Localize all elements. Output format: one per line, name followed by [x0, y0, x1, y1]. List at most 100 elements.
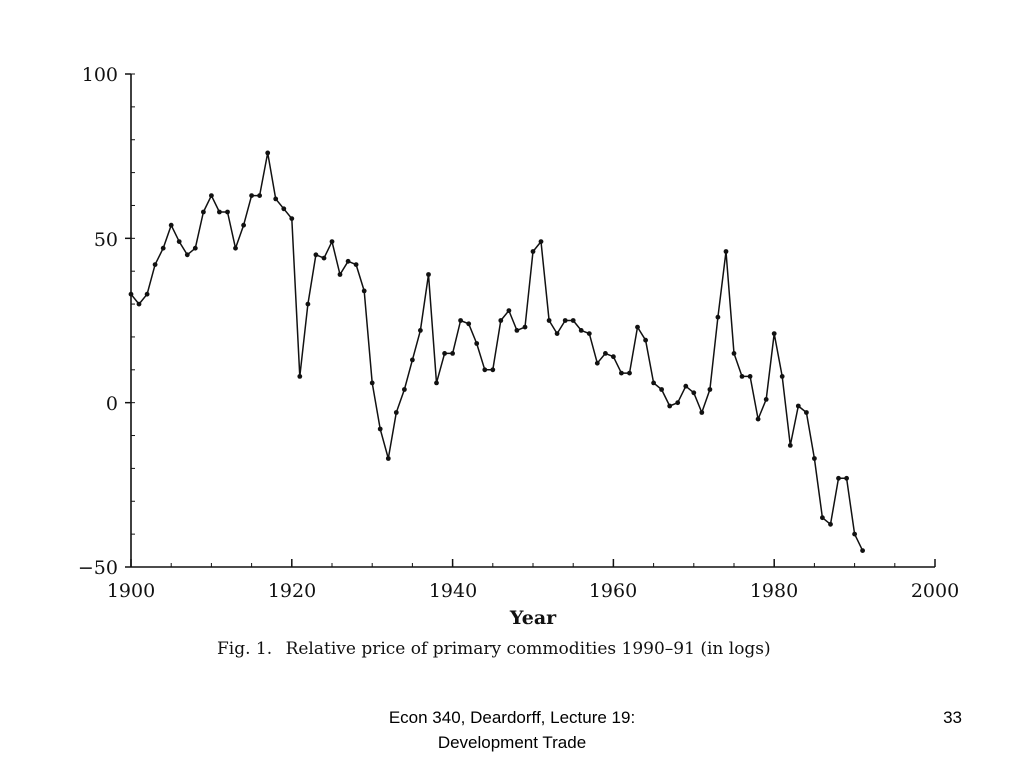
data-point-1948: [514, 328, 520, 333]
data-point-1968: [675, 400, 681, 406]
data-point-1959: [603, 351, 608, 356]
data-point-1967: [667, 403, 673, 409]
data-point-1987: [828, 521, 833, 527]
data-point-1945: [490, 367, 496, 373]
data-point-1965: [651, 380, 656, 386]
page-number: 33: [943, 708, 962, 727]
series-line: [130, 152, 864, 551]
data-point-1900: [128, 291, 134, 297]
data-point-1942: [466, 321, 472, 327]
data-point-1943: [474, 341, 480, 346]
data-point-1949: [522, 324, 528, 330]
footer-line-1: Econ 340, Deardorff, Lecture 19:: [388, 708, 636, 727]
data-point-1974: [723, 249, 729, 254]
data-point-1986: [820, 515, 825, 521]
major-ticks: [125, 73, 936, 568]
data-point-1907: [184, 252, 190, 258]
data-point-1984: [804, 410, 809, 415]
line-chart: 100 50 0 −50 1900 1920 1940 1960 1980 20…: [78, 64, 959, 659]
x-tick-label-1960: 1960: [589, 580, 637, 602]
data-point-1916: [257, 193, 262, 199]
data-point-1905: [168, 222, 174, 228]
data-point-1956: [578, 328, 584, 333]
data-point-1934: [402, 387, 407, 392]
figure-caption-text: Relative price of primary commodities 19…: [286, 639, 771, 659]
data-point-1932: [385, 456, 391, 461]
x-tick-label-1900: 1900: [107, 580, 155, 602]
data-point-1914: [241, 222, 247, 228]
data-point-1980: [771, 331, 777, 336]
x-axis-title: Year: [509, 607, 557, 629]
data-point-1924: [321, 255, 327, 261]
data-point-1951: [538, 239, 544, 245]
data-point-1983: [795, 403, 801, 409]
data-point-1964: [643, 337, 648, 343]
data-point-1910: [209, 193, 214, 199]
data-point-1981: [779, 374, 785, 379]
data-point-1977: [747, 374, 753, 379]
y-tick-label-100: 100: [82, 64, 118, 86]
data-point-1954: [562, 318, 568, 323]
y-tick-label-neg50: −50: [78, 557, 118, 579]
data-point-1971: [699, 410, 705, 415]
data-point-1952: [546, 318, 552, 323]
data-point-1963: [635, 324, 640, 330]
data-point-1917: [265, 150, 271, 156]
x-tick-label-2000: 2000: [911, 580, 959, 602]
data-point-1991: [860, 548, 865, 553]
x-tick-label-1980: 1980: [750, 580, 798, 602]
data-point-1926: [337, 272, 343, 277]
data-point-1923: [313, 252, 319, 258]
data-point-1929: [361, 288, 367, 294]
data-point-1904: [160, 245, 166, 251]
figure-caption: Fig. 1. Relative price of primary commod…: [217, 639, 771, 659]
data-point-1961: [619, 370, 624, 376]
data-point-1935: [410, 357, 415, 363]
slide-footer: Econ 340, Deardorff, Lecture 19: Develop…: [262, 705, 762, 755]
data-point-1972: [707, 387, 713, 392]
data-point-1989: [844, 475, 849, 481]
data-point-1978: [755, 416, 761, 422]
minor-ticks: [130, 73, 936, 568]
data-point-1953: [554, 331, 560, 336]
data-point-1915: [249, 193, 255, 199]
figure-caption-label: Fig. 1.: [217, 639, 272, 659]
data-point-1930: [369, 380, 375, 386]
data-point-1906: [176, 239, 182, 245]
data-point-1937: [426, 272, 431, 277]
x-tick-label-1940: 1940: [429, 580, 477, 602]
data-point-1958: [594, 360, 600, 366]
data-point-1940: [450, 351, 455, 356]
data-point-1990: [852, 531, 857, 537]
data-point-1962: [627, 370, 632, 376]
data-point-1936: [418, 328, 423, 333]
data-point-1912: [225, 209, 230, 215]
data-point-1985: [812, 456, 817, 461]
data-point-1979: [763, 397, 769, 402]
data-point-1960: [611, 354, 616, 360]
data-point-1911: [217, 209, 222, 215]
data-point-1908: [192, 245, 198, 251]
data-point-1938: [434, 380, 439, 386]
data-point-1966: [659, 387, 664, 392]
data-point-1947: [506, 308, 512, 313]
data-point-1901: [136, 301, 142, 307]
data-point-1944: [482, 367, 488, 373]
data-point-1903: [152, 262, 158, 267]
data-point-1976: [739, 374, 745, 379]
data-point-1969: [683, 383, 689, 389]
data-point-1939: [442, 351, 447, 356]
data-point-1946: [498, 318, 504, 323]
y-tick-label-0: 0: [106, 393, 118, 415]
y-tick-label-50: 50: [94, 229, 118, 251]
data-point-1970: [691, 390, 697, 396]
data-point-1902: [144, 291, 150, 297]
data-point-1919: [281, 206, 287, 212]
data-point-1920: [289, 216, 295, 222]
data-point-1941: [458, 318, 463, 323]
data-point-1927: [345, 258, 351, 264]
data-point-1950: [530, 249, 536, 254]
data-point-1922: [305, 301, 311, 307]
data-point-1931: [377, 426, 383, 432]
